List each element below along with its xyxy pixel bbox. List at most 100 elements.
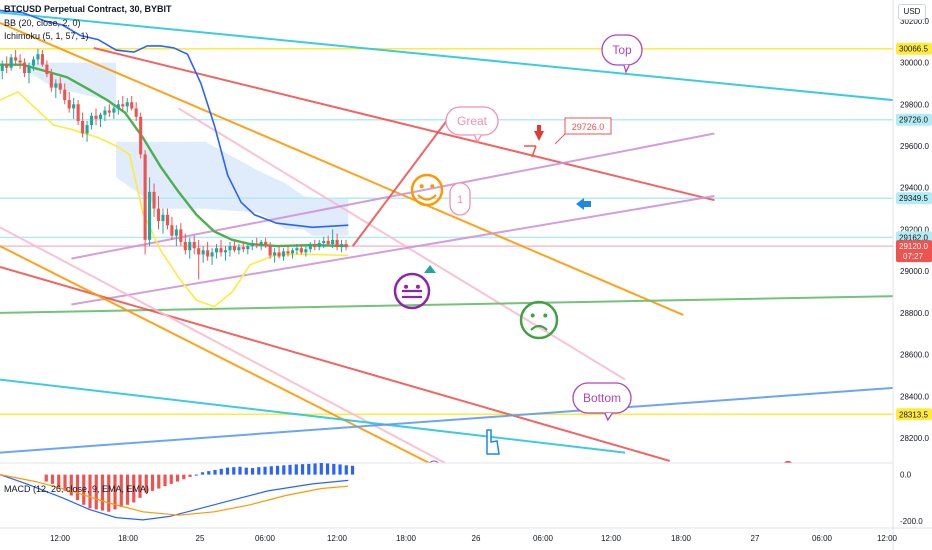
great-bubble-text: Great xyxy=(457,114,488,128)
candle xyxy=(22,62,27,73)
macd-histogram-bar xyxy=(144,474,148,494)
candle xyxy=(331,239,335,245)
x-tick-label: 18:00 xyxy=(396,534,417,543)
macd-histogram-bar xyxy=(75,474,80,501)
trend-line xyxy=(0,245,432,463)
y-tick-label: 28600.0 xyxy=(900,351,929,360)
macd-histogram-bar xyxy=(50,474,55,484)
candle xyxy=(170,225,174,236)
macd-histogram-bar xyxy=(325,463,330,475)
macd-histogram-bar xyxy=(94,474,98,510)
x-tick-label: 06:00 xyxy=(255,534,276,543)
candle xyxy=(340,244,344,248)
y-tick-label: 30200.0 xyxy=(900,17,929,26)
candle xyxy=(107,110,111,113)
candle xyxy=(268,246,272,256)
countdown-text: 07:27 xyxy=(903,252,924,261)
x-tick-label: 12:00 xyxy=(877,534,898,543)
macd-line xyxy=(0,474,349,521)
candle xyxy=(139,116,143,155)
candle xyxy=(259,241,263,246)
candle xyxy=(210,252,214,257)
macd-histogram-bar xyxy=(344,465,348,475)
candle xyxy=(40,54,44,65)
macd-histogram-bar xyxy=(282,465,286,475)
price-box-pointer xyxy=(554,133,566,145)
neutral-face-mouth xyxy=(402,289,422,299)
x-tick-label: 06:00 xyxy=(533,534,554,543)
candle xyxy=(165,214,170,226)
candle xyxy=(89,115,94,126)
neutral-face xyxy=(393,272,431,310)
candle xyxy=(295,248,299,251)
macd-histogram-bar xyxy=(238,466,242,475)
candle xyxy=(161,214,165,222)
candle xyxy=(58,83,62,90)
candle xyxy=(206,250,210,257)
macd-histogram-bar xyxy=(275,465,280,475)
ichimoku-legend: Ichimoku (5, 1, 57, 1) xyxy=(4,31,89,41)
main-pane: Top Great Bottom 1 29726.0 xyxy=(0,9,893,463)
bottom-bubble-tail xyxy=(604,412,613,422)
sad-face-eye xyxy=(543,313,548,318)
bb-legend: BB (20, close, 2, 0) xyxy=(4,18,81,28)
candle xyxy=(237,247,241,251)
candle xyxy=(197,248,201,255)
candle xyxy=(277,252,281,257)
y-tick-label: 29400.0 xyxy=(900,184,929,193)
macd-histogram-bar xyxy=(350,465,355,475)
macd-histogram-bar xyxy=(194,474,198,476)
macd-histogram-bar xyxy=(332,463,336,475)
macd-histogram-bar xyxy=(100,474,105,511)
macd-histogram-bar xyxy=(44,474,48,482)
macd-histogram-bar xyxy=(263,466,267,475)
price-label-text: 28313.5 xyxy=(899,410,928,419)
macd-histogram-bar xyxy=(319,463,323,475)
x-tick-label: 27 xyxy=(751,534,760,543)
y-tick-label: 29800.0 xyxy=(900,100,929,109)
macd-histogram-bar xyxy=(225,467,230,475)
candle xyxy=(36,54,40,60)
price-label-text: 29726.0 xyxy=(899,116,928,125)
price-box-text: 29726.0 xyxy=(572,122,605,132)
macd-histogram-bar xyxy=(313,463,317,475)
trend-line xyxy=(0,378,626,454)
candle xyxy=(45,64,49,75)
trend-arrowhead xyxy=(524,145,537,158)
price-label-text: 29162.0 xyxy=(899,233,928,242)
candle xyxy=(286,251,290,254)
trend-line xyxy=(71,195,715,306)
macd-histogram-bar xyxy=(213,469,217,475)
macd-histogram-bar xyxy=(338,464,342,475)
macd-histogram-bar xyxy=(163,474,167,487)
candle xyxy=(304,249,308,253)
great-bubble xyxy=(445,106,499,136)
candle xyxy=(174,229,178,236)
y-tick-label: 29600.0 xyxy=(900,142,929,151)
currency-button[interactable]: USD xyxy=(898,4,926,20)
candle xyxy=(219,248,223,253)
down-arrow-icon xyxy=(534,125,544,141)
macd-histogram-bar xyxy=(169,474,173,484)
candle xyxy=(112,108,116,113)
y-tick-label: 29200.0 xyxy=(900,225,929,234)
candle xyxy=(148,191,152,240)
candle xyxy=(264,241,268,247)
macd-histogram-bar xyxy=(244,467,248,475)
trend-line xyxy=(0,265,671,462)
candle xyxy=(18,60,22,63)
price-label xyxy=(896,113,932,126)
happy-face xyxy=(410,173,444,207)
candle xyxy=(81,120,85,134)
trend-line xyxy=(71,132,715,260)
trend-line xyxy=(0,22,684,316)
top-bubble-tail xyxy=(623,64,630,74)
x-tick-label: 12:00 xyxy=(327,534,348,543)
candle xyxy=(85,125,89,134)
macd-signal-line xyxy=(0,474,349,516)
candle xyxy=(67,100,71,109)
price-box xyxy=(564,117,612,135)
macd-histogram-bar xyxy=(82,474,86,505)
trend-line xyxy=(0,386,893,454)
